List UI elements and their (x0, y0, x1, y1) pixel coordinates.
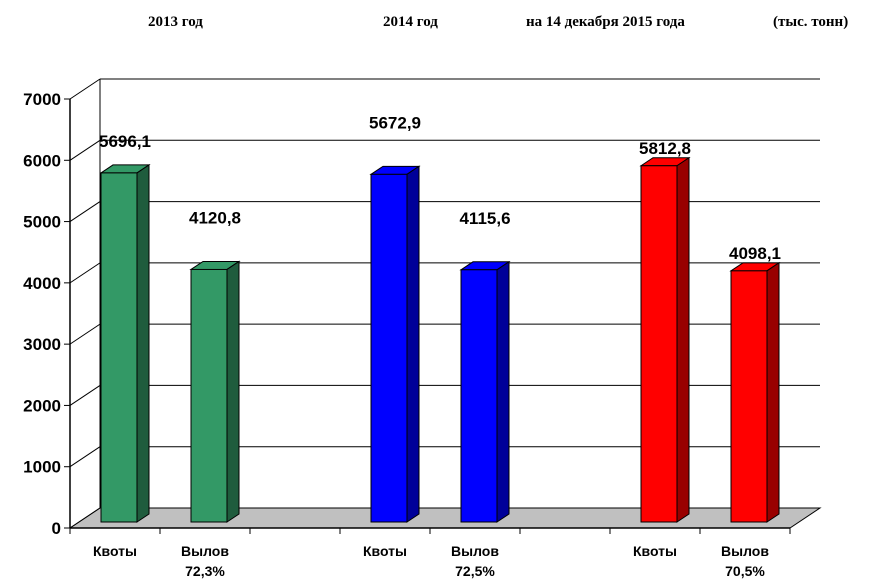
bar-side (136, 163, 150, 523)
wall-diagonal (69, 78, 101, 100)
wall-diagonal (69, 262, 101, 284)
y-tick-label: 5000 (23, 213, 61, 232)
x-category-sublabel: 72,3% (185, 563, 225, 579)
wall-diagonal (69, 139, 101, 161)
y-tick-label: 7000 (23, 90, 61, 109)
y-tick-label: 0 (52, 519, 61, 538)
bar-value-label: 5812,8 (639, 139, 691, 158)
wall-diagonal (69, 385, 101, 406)
x-category-sublabel: 70,5% (725, 563, 765, 579)
bar-value-label: 4098,1 (729, 244, 781, 263)
chart-floor (68, 507, 822, 529)
header-units: (тыс. тонн) (773, 14, 849, 30)
bar-value-label: 4120,8 (189, 208, 241, 227)
wall-diagonal (69, 323, 101, 345)
bar (730, 270, 768, 523)
bar-side (226, 260, 240, 523)
wall-diagonal (69, 507, 101, 529)
bar (370, 173, 408, 523)
x-category-label: Вылов (181, 543, 229, 559)
header-period-2014: 2014 год (383, 14, 438, 30)
bar (640, 165, 678, 523)
x-category-label: Вылов (721, 543, 769, 559)
header-period-2015: на 14 декабря 2015 года (526, 14, 685, 30)
bar-side (496, 260, 510, 523)
bar (460, 269, 498, 523)
bar-side (766, 261, 780, 523)
bar (190, 268, 228, 523)
x-category-label: Квоты (363, 543, 407, 559)
bar (100, 172, 138, 523)
y-tick-label: 3000 (23, 335, 61, 354)
y-tick-label: 1000 (23, 458, 61, 477)
bar-side (676, 156, 690, 523)
bar-value-label: 5672,9 (369, 113, 421, 132)
x-category-label: Вылов (451, 543, 499, 559)
bar-value-label: 4115,6 (459, 209, 510, 228)
wall-diagonal (69, 446, 101, 468)
x-category-sublabel: 72,5% (455, 563, 495, 579)
x-category-label: Квоты (633, 543, 677, 559)
y-tick-label: 6000 (23, 151, 61, 170)
x-category-label: Квоты (93, 543, 137, 559)
y-tick-label: 2000 (23, 396, 61, 415)
y-tick-label: 4000 (23, 274, 61, 293)
bar-side (406, 165, 420, 523)
header-period-2013: 2013 год (148, 14, 203, 30)
wall-diagonal (69, 201, 101, 222)
bar-value-label: 5696,1 (99, 132, 151, 151)
